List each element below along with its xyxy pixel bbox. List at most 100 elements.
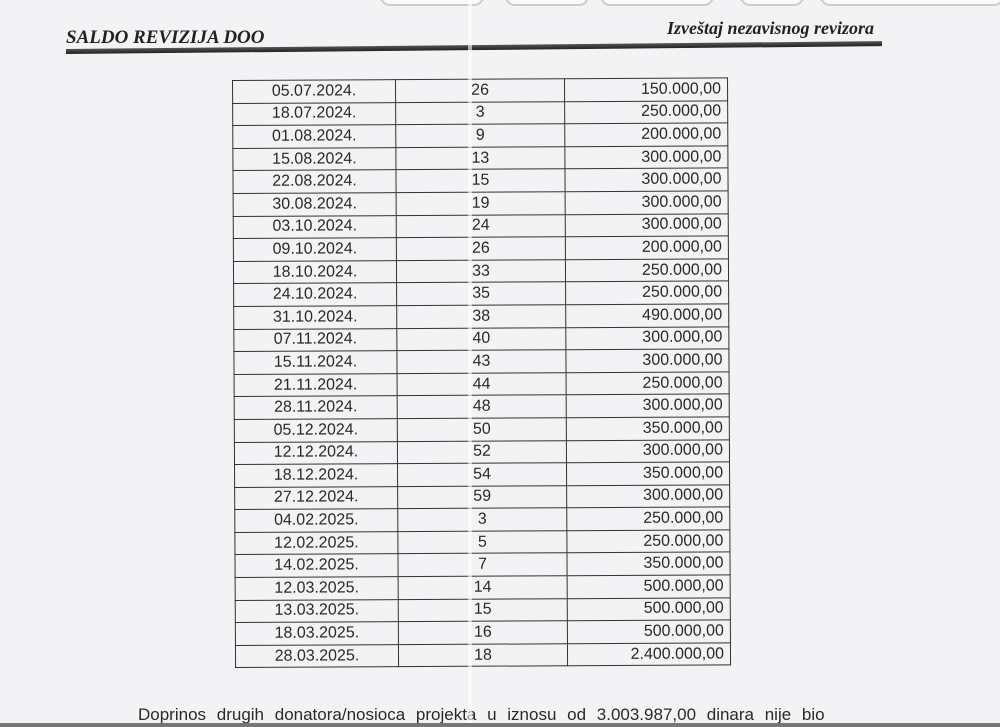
bottom-edge [0, 723, 1000, 727]
table-row: 14.02.2025. 7 350.000,00 [234, 552, 731, 578]
date-cell: 21.11.2024. [234, 373, 398, 397]
number-cell: 15 [395, 169, 566, 193]
amount-cell: 300.000,00 [566, 439, 730, 463]
number-cell: 3 [397, 508, 567, 532]
table-row: 12.02.2025. 5 250.000,00 [234, 529, 730, 555]
table-row: 05.07.2024. 26 150.000,00 [232, 77, 728, 104]
table-row: 07.11.2024. 40 300.000,00 [233, 326, 729, 352]
table-row: 15.11.2024. 43 300.000,00 [233, 349, 730, 375]
table-row: 05.12.2024. 50 350.000,00 [234, 416, 730, 442]
number-cell: 54 [397, 462, 567, 487]
date-cell: 18.12.2024. [234, 463, 398, 488]
table-row: 28.11.2024. 48 300.000,00 [234, 394, 730, 420]
number-cell: 3 [395, 101, 565, 125]
date-cell: 03.10.2024. [233, 215, 397, 239]
table-row: 21.11.2024. 44 250.000,00 [234, 371, 730, 397]
table-row: 18.07.2024. 3 250.000,00 [232, 100, 728, 126]
table-row: 18.10.2024. 33 250.000,00 [233, 258, 729, 284]
date-cell: 22.08.2024. [232, 170, 397, 194]
number-cell: 5 [397, 530, 567, 555]
table-row: 03.10.2024. 24 300.000,00 [233, 213, 729, 239]
number-cell: 13 [395, 146, 565, 171]
company-name: SALDO REVIZIJA DOO [66, 27, 265, 48]
number-cell: 19 [396, 191, 566, 216]
date-cell: 18.10.2024. [233, 260, 397, 284]
page-fold [468, 0, 472, 727]
amount-cell: 500.000,00 [567, 620, 731, 644]
amount-cell: 250.000,00 [566, 529, 730, 554]
amount-cell: 300.000,00 [566, 394, 730, 418]
table-row: 18.03.2025. 16 500.000,00 [235, 620, 731, 646]
table-row: 22.08.2024. 15 300.000,00 [232, 168, 729, 194]
amount-cell: 300.000,00 [565, 190, 729, 215]
table-row: 31.10.2024. 38 490.000,00 [233, 303, 729, 330]
amount-cell: 250.000,00 [565, 258, 729, 283]
table-row: 01.08.2024. 9 200.000,00 [232, 123, 728, 149]
number-cell: 16 [398, 621, 568, 645]
amount-cell: 300.000,00 [565, 349, 730, 373]
number-cell: 26 [395, 78, 565, 103]
number-cell: 9 [395, 123, 565, 148]
number-cell: 33 [396, 259, 566, 283]
table-row: 30.08.2024. 19 300.000,00 [233, 190, 729, 217]
date-cell: 01.08.2024. [232, 124, 396, 149]
table-row: 12.12.2024. 52 300.000,00 [234, 439, 730, 465]
amount-cell: 250.000,00 [565, 281, 729, 305]
binder-tab [505, 0, 589, 6]
date-cell: 12.03.2025. [235, 576, 399, 601]
date-cell: 18.03.2025. [235, 621, 399, 646]
amount-cell: 300.000,00 [565, 326, 729, 350]
amount-cell: 500.000,00 [567, 597, 731, 622]
date-cell: 15.08.2024. [232, 147, 396, 171]
amount-cell: 300.000,00 [566, 484, 730, 509]
number-cell: 35 [396, 282, 566, 306]
amount-cell: 300.000,00 [564, 145, 728, 170]
date-cell: 07.11.2024. [233, 328, 397, 352]
number-cell: 7 [397, 553, 568, 577]
body-paragraph: Doprinos drugih donatora/nosioca projekt… [138, 705, 825, 724]
date-cell: 31.10.2024. [233, 305, 397, 330]
number-cell: 43 [396, 349, 567, 374]
number-cell: 59 [397, 485, 567, 509]
number-cell: 38 [396, 304, 566, 329]
table-row: 24.10.2024. 35 250.000,00 [233, 281, 729, 307]
amount-cell: 200.000,00 [565, 236, 729, 260]
date-cell: 24.10.2024. [233, 282, 397, 307]
number-cell: 18 [398, 643, 568, 668]
number-cell: 50 [397, 417, 567, 442]
date-cell: 28.11.2024. [234, 395, 398, 420]
date-cell: 05.12.2024. [234, 418, 398, 442]
date-cell: 12.12.2024. [234, 441, 398, 465]
number-cell: 48 [397, 395, 567, 419]
table-row: 12.03.2025. 14 500.000,00 [235, 574, 731, 601]
table-row: 09.10.2024. 26 200.000,00 [233, 236, 729, 262]
date-cell: 15.11.2024. [233, 350, 398, 375]
number-cell: 14 [398, 575, 568, 600]
date-cell: 30.08.2024. [233, 192, 397, 217]
date-cell: 04.02.2025. [234, 508, 398, 533]
date-cell: 28.03.2025. [235, 644, 399, 668]
amount-cell: 350.000,00 [566, 461, 730, 486]
amount-cell: 350.000,00 [566, 552, 731, 576]
binder-tab [600, 0, 714, 6]
payments-table: 05.07.2024. 26 150.000,00 18.07.2024. 3 250.0… [232, 77, 731, 668]
amount-cell: 250.000,00 [564, 100, 728, 124]
date-cell: 13.03.2025. [235, 599, 399, 623]
date-cell: 27.12.2024. [234, 486, 398, 510]
number-cell: 44 [397, 372, 567, 396]
table-row: 28.03.2025. 18 2.400.000,00 [235, 642, 731, 668]
binder-tab [820, 0, 1000, 6]
date-cell: 12.02.2025. [234, 531, 398, 555]
amount-cell: 250.000,00 [566, 371, 730, 396]
number-cell: 52 [397, 440, 567, 464]
number-cell: 15 [398, 598, 568, 622]
amount-cell: 2.400.000,00 [567, 642, 731, 667]
amount-cell: 500.000,00 [567, 574, 731, 599]
amount-cell: 200.000,00 [564, 123, 728, 147]
amount-cell: 150.000,00 [564, 77, 728, 102]
date-cell: 18.07.2024. [232, 102, 396, 126]
number-cell: 40 [396, 327, 566, 351]
date-cell: 05.07.2024. [232, 79, 396, 104]
amount-cell: 300.000,00 [565, 213, 729, 237]
number-cell: 26 [396, 236, 566, 261]
